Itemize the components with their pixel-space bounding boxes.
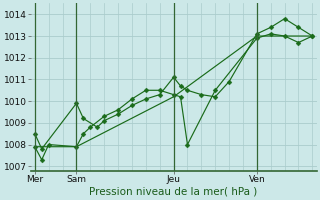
- X-axis label: Pression niveau de la mer( hPa ): Pression niveau de la mer( hPa ): [90, 187, 258, 197]
